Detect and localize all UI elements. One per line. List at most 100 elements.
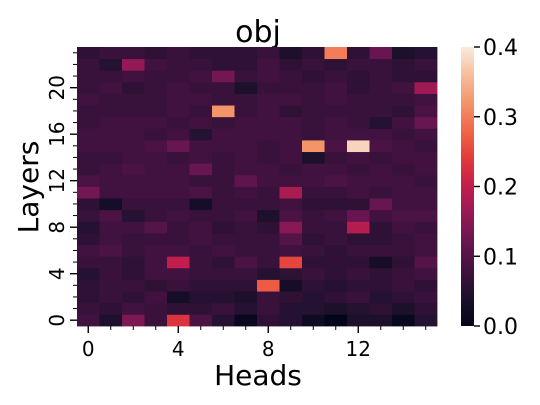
heatmap-cell: [279, 93, 303, 106]
heatmap-cell: [392, 256, 415, 269]
heatmap-cell: [167, 128, 190, 141]
heatmap-cell: [212, 58, 235, 71]
heatmap-cell: [414, 163, 438, 176]
heatmap-cell: [99, 233, 123, 246]
heatmap-cell: [189, 209, 213, 222]
heatmap-cell: [77, 186, 100, 199]
heatmap-cell: [77, 302, 100, 315]
heatmap-cell: [212, 116, 235, 129]
heatmap-cell: [189, 128, 213, 141]
heatmap-cell: [77, 47, 100, 60]
heatmap-cell: [212, 256, 235, 269]
colorbar-tick-label: 0.3: [483, 106, 518, 131]
heatmap-cell: [392, 93, 415, 106]
heatmap-cell: [144, 267, 168, 280]
heatmap-cell: [347, 70, 370, 83]
heatmap-cell: [324, 58, 348, 71]
y-axis: 0 4 8 12 16 20: [45, 52, 77, 327]
heatmap-cell: [302, 233, 325, 246]
heatmap-cell: [144, 81, 168, 94]
heatmap-cell: [392, 279, 415, 292]
heatmap-cell: [324, 221, 348, 234]
heatmap-cell: [144, 140, 168, 153]
heatmap-cell: [212, 70, 235, 83]
heatmap-cell: [122, 291, 145, 304]
heatmap-cell: [302, 314, 325, 327]
heatmap-cell: [302, 302, 325, 315]
heatmap-cell: [167, 209, 190, 222]
heatmap-cell: [324, 105, 348, 118]
heatmap-cell: [144, 93, 168, 106]
heatmap-cell: [234, 128, 258, 141]
heatmap-cell: [324, 128, 348, 141]
heatmap-cell: [279, 81, 303, 94]
heatmap-cell: [144, 70, 168, 83]
heatmap-cell: [77, 105, 100, 118]
heatmap-cell: [392, 209, 415, 222]
heatmap-cell: [212, 93, 235, 106]
heatmap-cell: [167, 267, 190, 280]
heatmap-cell: [189, 244, 213, 257]
heatmap-cell: [212, 81, 235, 94]
y-tick-label: 20: [45, 75, 69, 100]
heatmap-cell: [369, 198, 393, 211]
heatmap-cell: [212, 267, 235, 280]
heatmap-cell: [122, 198, 145, 211]
heatmap-cell: [189, 140, 213, 153]
heatmap-cell: [234, 81, 258, 94]
heatmap-cell: [347, 291, 370, 304]
heatmap-cell: [144, 174, 168, 187]
heatmap-cell: [257, 128, 280, 141]
heatmap-cell: [144, 279, 168, 292]
heatmap-cell: [302, 198, 325, 211]
heatmap-cell: [302, 244, 325, 257]
heatmap-cell: [99, 302, 123, 315]
heatmap-cell: [279, 116, 303, 129]
heatmap-cell: [122, 128, 145, 141]
heatmap-cell: [122, 267, 145, 280]
heatmap-cell: [189, 163, 213, 176]
heatmap-cell: [302, 81, 325, 94]
heatmap-cell: [257, 70, 280, 83]
heatmap-cell: [212, 244, 235, 257]
colorbar-axis: 0.0 0.1 0.2 0.3 0.4: [474, 36, 518, 340]
heatmap-cell: [257, 151, 280, 164]
heatmap-cell: [99, 256, 123, 269]
heatmap-cell: [347, 233, 370, 246]
heatmap-cell: [122, 116, 145, 129]
heatmap-cell: [347, 256, 370, 269]
heatmap-cell: [347, 314, 370, 327]
heatmap-cell: [144, 221, 168, 234]
heatmap-cell: [167, 151, 190, 164]
heatmap-cell: [302, 174, 325, 187]
heatmap-cell: [279, 233, 303, 246]
heatmap-cell: [234, 279, 258, 292]
heatmap-cell: [99, 186, 123, 199]
heatmap-cell: [302, 47, 325, 60]
heatmap-cell: [122, 244, 145, 257]
heatmap-cell: [414, 186, 438, 199]
heatmap-cell: [189, 116, 213, 129]
heatmap-cell: [144, 151, 168, 164]
heatmap-cell: [392, 140, 415, 153]
heatmap-cell: [369, 256, 393, 269]
heatmap-cell: [347, 279, 370, 292]
heatmap-cell: [212, 198, 235, 211]
heatmap-cell: [257, 291, 280, 304]
heatmap-cell: [324, 140, 348, 153]
heatmap-cell: [167, 186, 190, 199]
heatmap-cell: [279, 140, 303, 153]
heatmap-cell: [369, 221, 393, 234]
heatmap-cell: [167, 58, 190, 71]
heatmap-cell: [77, 291, 100, 304]
heatmap-cell: [234, 314, 258, 327]
heatmap-cell: [324, 163, 348, 176]
heatmap-cell: [144, 128, 168, 141]
heatmap-cell: [279, 163, 303, 176]
colorbar-tick-label: 0.1: [483, 245, 518, 270]
heatmap-cell: [144, 291, 168, 304]
colorbar: [461, 47, 474, 326]
heatmap-cell: [77, 128, 100, 141]
heatmap-cell: [167, 314, 190, 327]
heatmap-cell: [99, 244, 123, 257]
